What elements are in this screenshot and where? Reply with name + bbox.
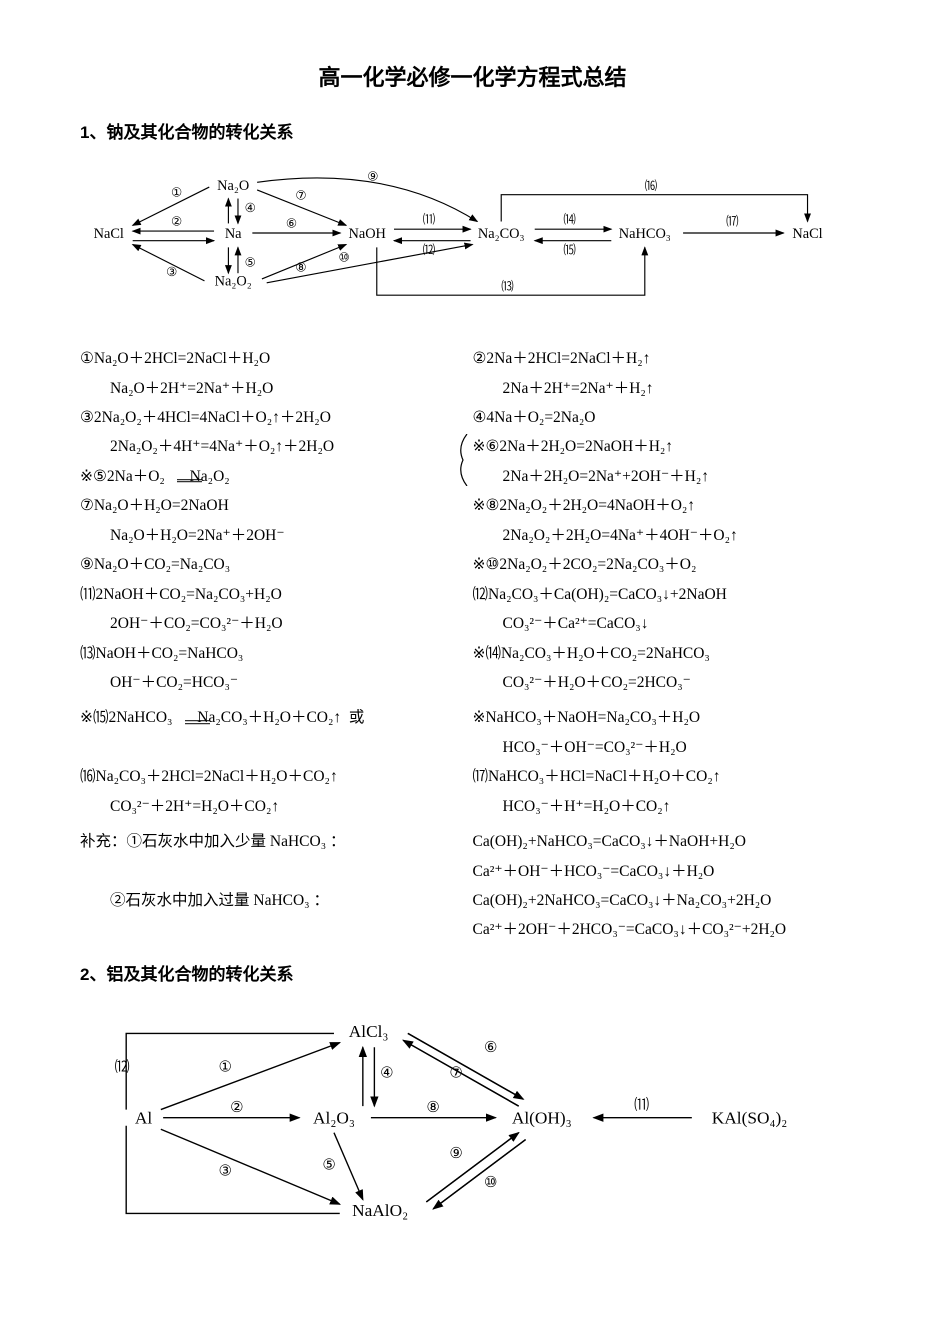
- aluminum-diagram: Al AlCl₃ Al₂O₃ Al(OH)₃ NaAlO₂ KAl(SO₄)₂: [80, 1008, 865, 1227]
- svg-text:④: ④: [380, 1065, 393, 1081]
- svg-text:⑾: ⑾: [423, 213, 436, 227]
- svg-text:Na₂O₂: Na₂O₂: [215, 274, 252, 290]
- svg-text:⒄: ⒄: [726, 214, 739, 229]
- svg-text:⑥: ⑥: [286, 217, 297, 231]
- svg-text:⑾: ⑾: [634, 1097, 649, 1114]
- eq-15alt2: HCO₃⁻＋OH⁻=CO₃²⁻＋H₂O: [503, 739, 687, 756]
- sodium-diagram: NaCl Na₂O Na Na₂O₂ NaOH Na₂CO₃ NaHCO₃ Na…: [80, 166, 865, 319]
- eq-4: ④4Na＋O₂=2Na₂O: [473, 409, 596, 426]
- svg-text:Na: Na: [225, 226, 242, 242]
- eq-6b: 2Na＋2H₂O=2Na⁺+2OH⁻＋H₂↑: [503, 468, 710, 485]
- eq-15l: ※⒂2NaHCO₃: [80, 709, 172, 726]
- svg-text:NaAlO₂: NaAlO₂: [352, 1201, 408, 1220]
- svg-text:KAl(SO₄)₂: KAl(SO₄)₂: [712, 1108, 787, 1127]
- sup1b: Ca²⁺＋OH⁻＋HCO₃⁻=CaCO₃↓＋H₂O: [473, 863, 715, 880]
- svg-text:⑦: ⑦: [295, 189, 306, 203]
- eq-3b: 2Na₂O₂＋4H⁺=4Na⁺＋O₂↑＋2H₂O: [110, 438, 334, 455]
- svg-text:⑧: ⑧: [426, 1100, 439, 1116]
- svg-text:⑨: ⑨: [449, 1146, 462, 1162]
- eq-7b: Na₂O＋H₂O=2Na⁺＋2OH⁻: [110, 527, 285, 544]
- eq-12a: ⑿Na₂CO₃＋Ca(OH)₂=CaCO₃↓+2NaOH: [473, 586, 727, 603]
- eq-6a: ※⑥2Na＋2H₂O=2NaOH＋H₂↑: [473, 438, 674, 455]
- eq-16b: CO₃²⁻＋2H⁺=H₂O＋CO₂↑: [110, 798, 279, 815]
- eq-17a: ⒄NaHCO₃＋HCl=NaCl＋H₂O＋CO₂↑: [473, 768, 721, 785]
- svg-text:Al: Al: [135, 1108, 152, 1127]
- eq-16a: ⒃Na₂CO₃＋2HCl=2NaCl＋H₂O＋CO₂↑: [80, 768, 338, 785]
- eq-15r: Na₂CO₃＋H₂O＋CO₂↑: [197, 709, 341, 726]
- svg-text:⑦: ⑦: [449, 1065, 462, 1081]
- svg-text:NaOH: NaOH: [348, 226, 385, 242]
- svg-text:Na₂CO₃: Na₂CO₃: [478, 226, 525, 242]
- svg-text:②: ②: [171, 215, 182, 229]
- eq-9: ⑨Na₂O＋CO₂=Na₂CO₃: [80, 556, 230, 573]
- svg-text:⑿: ⑿: [115, 1059, 130, 1076]
- svg-text:Na₂O: Na₂O: [217, 178, 249, 194]
- svg-text:④: ④: [245, 201, 256, 215]
- svg-text:NaCl: NaCl: [94, 226, 124, 242]
- svg-text:⒂: ⒂: [563, 242, 576, 257]
- sup1-title: ①石灰水中加入少量 NaHCO₃ ：: [127, 833, 346, 850]
- svg-text:③: ③: [219, 1163, 232, 1179]
- svg-text:NaHCO₃: NaHCO₃: [619, 226, 671, 242]
- svg-text:⑥: ⑥: [484, 1040, 497, 1056]
- sup2b: Ca²⁺＋2OH⁻＋2HCO₃⁻=CaCO₃↓＋CO₃²⁻+2H₂O: [473, 921, 787, 938]
- equations-block: ①Na₂O＋2HCl=2NaCl＋H₂O ②2Na＋2HCl=2NaCl＋H₂↑…: [80, 344, 865, 945]
- section2-heading: 2、铝及其化合物的转化关系: [80, 961, 865, 988]
- eq-14b: CO₃²⁻＋H₂O＋CO₂=2HCO₃⁻: [503, 674, 691, 691]
- eq-14a: ※⒁Na₂CO₃＋H₂O＋CO₂=2NaHCO₃: [473, 645, 710, 662]
- svg-text:⒃: ⒃: [645, 179, 658, 193]
- eq-2a: ②2Na＋2HCl=2NaCl＋H₂↑: [473, 350, 651, 367]
- supplement-label: 补充：: [80, 833, 127, 850]
- page-title: 高一化学必修一化学方程式总结: [80, 60, 865, 95]
- svg-text:①: ①: [171, 186, 182, 200]
- svg-text:②: ②: [230, 1100, 243, 1116]
- eq-11b: 2OH⁻＋CO₂=CO₃²⁻＋H₂O: [110, 615, 283, 632]
- svg-text:AlCl₃: AlCl₃: [349, 1022, 389, 1041]
- svg-text:⑩: ⑩: [338, 251, 349, 265]
- sup2a: Ca(OH)₂+2NaHCO₃=CaCO₃↓＋Na₂CO₃+2H₂O: [473, 892, 772, 909]
- svg-text:NaCl: NaCl: [792, 226, 822, 242]
- sup1a: Ca(OH)₂+NaHCO₃=CaCO₃↓＋NaOH+H₂O: [473, 833, 746, 850]
- svg-text:Al₂O₃: Al₂O₃: [313, 1108, 355, 1127]
- svg-text:⒁: ⒁: [563, 213, 576, 227]
- eq-2b: 2Na＋2H⁺=2Na⁺＋H₂↑: [503, 380, 654, 397]
- svg-text:③: ③: [166, 265, 177, 279]
- eq-17b: HCO₃⁻＋H⁺=H₂O＋CO₂↑: [503, 798, 671, 815]
- eq-15alt1: ※NaHCO₃＋NaOH=Na₂CO₃＋H₂O: [473, 709, 701, 726]
- eq-5l: ※⑤2Na＋O₂: [80, 468, 165, 485]
- eq-7a: ⑦Na₂O＋H₂O=2NaOH: [80, 497, 229, 514]
- eq-13a: ⒀NaOH＋CO₂=NaHCO₃: [80, 645, 243, 662]
- svg-text:⒀: ⒀: [501, 280, 514, 294]
- svg-text:⑤: ⑤: [322, 1158, 335, 1174]
- svg-text:Al(OH)₃: Al(OH)₃: [512, 1108, 572, 1127]
- svg-text:⑨: ⑨: [367, 170, 378, 184]
- eq-15-or: 或: [349, 709, 365, 726]
- eq-12b: CO₃²⁻＋Ca²⁺=CaCO₃↓: [503, 615, 649, 632]
- svg-text:⑧: ⑧: [295, 261, 306, 275]
- eq-8b: 2Na₂O₂＋2H₂O=4Na⁺＋4OH⁻＋O₂↑: [503, 527, 738, 544]
- eq-8a: ※⑧2Na₂O₂＋2H₂O=4NaOH＋O₂↑: [473, 497, 696, 514]
- eq-1b: Na₂O＋2H⁺=2Na⁺＋H₂O: [110, 380, 273, 397]
- svg-text:⑩: ⑩: [484, 1175, 497, 1191]
- eq-1a: ①Na₂O＋2HCl=2NaCl＋H₂O: [80, 350, 270, 367]
- eq-13b: OH⁻＋CO₂=HCO₃⁻: [110, 674, 238, 691]
- section1-heading: 1、钠及其化合物的转化关系: [80, 119, 865, 146]
- svg-text:⑿: ⑿: [423, 243, 436, 257]
- eq-3a: ③2Na₂O₂＋4HCl=4NaCl＋O₂↑＋2H₂O: [80, 409, 331, 426]
- sup2-title: ②石灰水中加入过量 NaHCO₃ ：: [110, 892, 329, 909]
- svg-text:⑤: ⑤: [245, 256, 256, 270]
- eq-11a: ⑾2NaOH＋CO₂=Na₂CO₃+H₂O: [80, 586, 282, 603]
- svg-text:①: ①: [219, 1060, 232, 1076]
- eq-10: ※⑩2Na₂O₂＋2CO₂=2Na₂CO₃＋O₂: [473, 556, 697, 573]
